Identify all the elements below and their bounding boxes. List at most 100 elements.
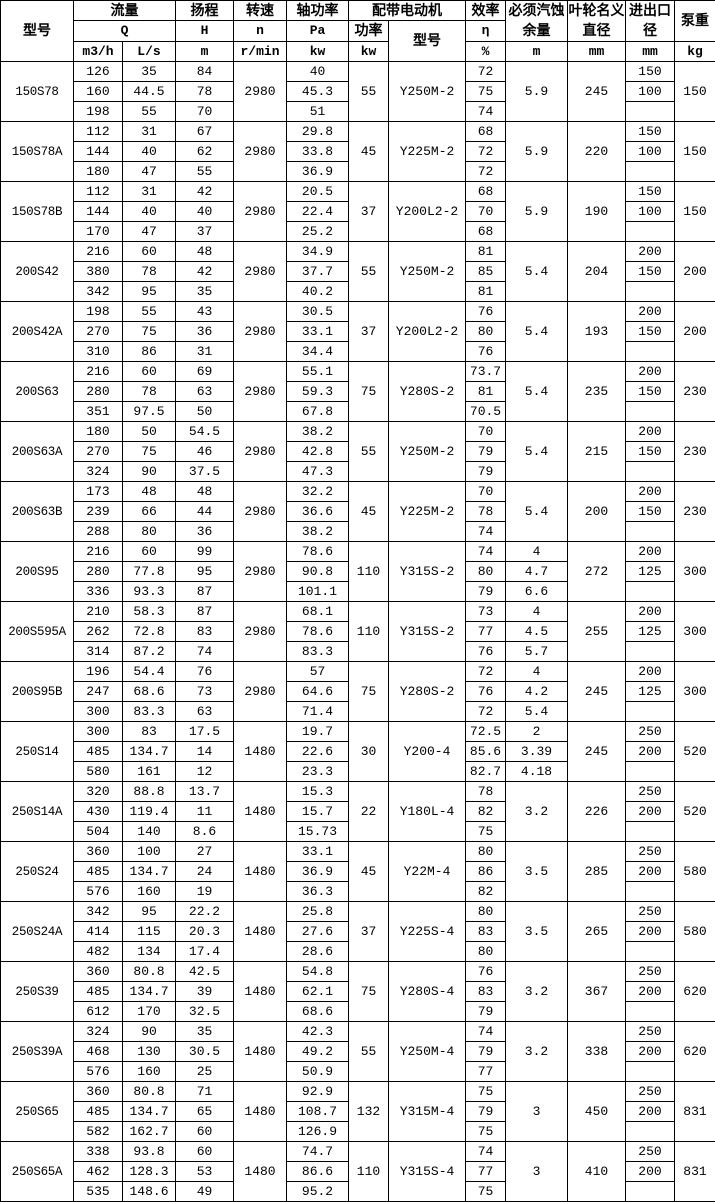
shaft-power: 42.8 [287, 442, 349, 462]
inlet-outlet-diameter: 200 [626, 1102, 675, 1122]
shaft-power: 33.1 [287, 842, 349, 862]
flow-m3h: 300 [74, 722, 123, 742]
inlet-outlet-diameter: 200 [626, 1042, 675, 1062]
inlet-outlet-diameter: 125 [626, 622, 675, 642]
motor-power: 110 [349, 602, 389, 662]
npsh-label: 必须汽蚀余量 [509, 3, 565, 39]
head: 54.5 [176, 422, 234, 442]
flow-m3h: 314 [74, 642, 123, 662]
pump-model: 200S63 [1, 362, 74, 422]
efficiency: 72 [466, 62, 506, 82]
shaft-power: 55.1 [287, 362, 349, 382]
head: 35 [176, 1022, 234, 1042]
impeller-diameter: 226 [568, 782, 626, 842]
inlet-outlet-diameter: 100 [626, 142, 675, 162]
pump-model: 200S42 [1, 242, 74, 302]
flow-m3h: 198 [74, 102, 123, 122]
pump-model: 250S65 [1, 1082, 74, 1142]
impeller-diameter: 200 [568, 482, 626, 542]
shaft-power: 54.8 [287, 962, 349, 982]
shaft-power: 86.6 [287, 1162, 349, 1182]
motor-power: 75 [349, 962, 389, 1022]
flow-ls: 75 [123, 442, 176, 462]
flow-m3h: 198 [74, 302, 123, 322]
flow-ls: 47 [123, 222, 176, 242]
npsh: 6.6 [506, 582, 568, 602]
head: 83 [176, 622, 234, 642]
head: 99 [176, 542, 234, 562]
speed: 1480 [234, 1082, 287, 1142]
head: 17.5 [176, 722, 234, 742]
flow-ls: 66 [123, 502, 176, 522]
flow-m3h: 360 [74, 1082, 123, 1102]
shaft-power: 57 [287, 662, 349, 682]
head: 39 [176, 982, 234, 1002]
shaft-power: 95.2 [287, 1182, 349, 1202]
shaft-power: 36.6 [287, 502, 349, 522]
head: 40 [176, 202, 234, 222]
shaft-power: 29.8 [287, 122, 349, 142]
inlet-outlet-diameter: 250 [626, 722, 675, 742]
inlet-outlet-diameter [626, 642, 675, 662]
head: 95 [176, 562, 234, 582]
npsh: 3.5 [506, 902, 568, 962]
npsh: 5.7 [506, 642, 568, 662]
pump-model: 250S65A [1, 1142, 74, 1202]
flow-ls: 60 [123, 542, 176, 562]
inlet-outlet-diameter: 200 [626, 422, 675, 442]
pump-model: 250S24 [1, 842, 74, 902]
flow-ls: 148.6 [123, 1182, 176, 1202]
npsh: 5.9 [506, 62, 568, 122]
inlet-outlet-diameter: 200 [626, 302, 675, 322]
flow-ls: 44.5 [123, 82, 176, 102]
flow-m3h: 336 [74, 582, 123, 602]
flow-m3h: 485 [74, 1102, 123, 1122]
motor-power: 45 [349, 122, 389, 182]
flow-m3h: 535 [74, 1182, 123, 1202]
npsh: 4.2 [506, 682, 568, 702]
pump-weight: 520 [675, 722, 715, 782]
flow-ls: 93.3 [123, 582, 176, 602]
inlet-outlet-diameter: 200 [626, 242, 675, 262]
head: 19 [176, 882, 234, 902]
pump-model: 250S39 [1, 962, 74, 1022]
flow-m3h: 324 [74, 1022, 123, 1042]
head: 63 [176, 382, 234, 402]
pump-weight: 620 [675, 1022, 715, 1082]
inlet-outlet-diameter: 200 [626, 482, 675, 502]
motor-model: Y225S-4 [389, 902, 466, 962]
efficiency: 72 [466, 662, 506, 682]
npsh: 5.9 [506, 182, 568, 242]
impeller-diameter: 245 [568, 662, 626, 722]
inlet-outlet-diameter: 200 [626, 862, 675, 882]
flow-ls: 95 [123, 282, 176, 302]
flow-ls: 35 [123, 62, 176, 82]
npsh: 2 [506, 722, 568, 742]
efficiency: 79 [466, 582, 506, 602]
inlet-outlet-diameter: 100 [626, 82, 675, 102]
flow-ls: 95 [123, 902, 176, 922]
speed: 1480 [234, 722, 287, 782]
motor-power: 132 [349, 1082, 389, 1142]
flow-ls: 68.6 [123, 682, 176, 702]
speed: 1480 [234, 1142, 287, 1202]
inlet-outlet-diameter: 200 [626, 542, 675, 562]
speed: 2980 [234, 482, 287, 542]
inlet-outlet-diameter: 200 [626, 982, 675, 1002]
shaft-power: 42.3 [287, 1022, 349, 1042]
speed: 2980 [234, 182, 287, 242]
flow-ls: 161 [123, 762, 176, 782]
shaft-power: 40 [287, 62, 349, 82]
flow-m3h: 324 [74, 462, 123, 482]
npsh: 4 [506, 662, 568, 682]
efficiency: 79 [466, 442, 506, 462]
motor-model: Y250M-2 [389, 422, 466, 482]
shaft-power: 74.7 [287, 1142, 349, 1162]
efficiency: 76 [466, 682, 506, 702]
efficiency: 78 [466, 502, 506, 522]
flow-m3h: 288 [74, 522, 123, 542]
